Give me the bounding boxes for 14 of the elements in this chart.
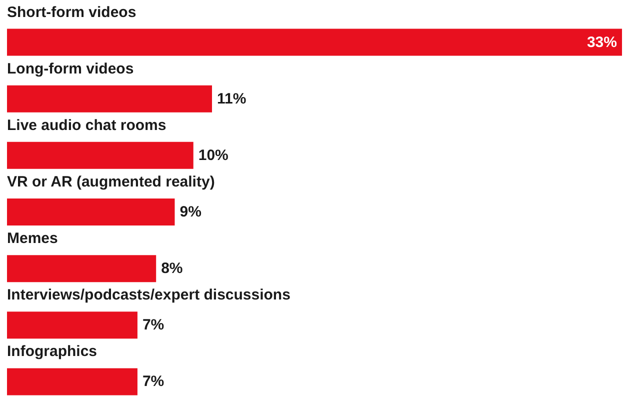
data-label: 7% — [142, 316, 164, 334]
data-label: 9% — [180, 204, 202, 220]
data-label: 7% — [142, 373, 164, 390]
y-tick-label: Infographics — [7, 343, 98, 360]
y-tick-label: Long-form videos — [7, 60, 134, 78]
data-label: 8% — [161, 260, 183, 278]
y-tick-label: Short-form videos — [7, 4, 136, 21]
data-label: 10% — [198, 146, 228, 164]
y-tick-label: VR or AR (augmented reality) — [7, 174, 215, 190]
data-label: 33% — [586, 34, 617, 51]
y-tick-label: Memes — [7, 230, 58, 248]
data-label: 11% — [217, 90, 246, 108]
y-tick-label: Live audio chat rooms — [7, 116, 166, 134]
y-tick-label: Interviews/podcasts/expert discussions — [7, 286, 290, 304]
